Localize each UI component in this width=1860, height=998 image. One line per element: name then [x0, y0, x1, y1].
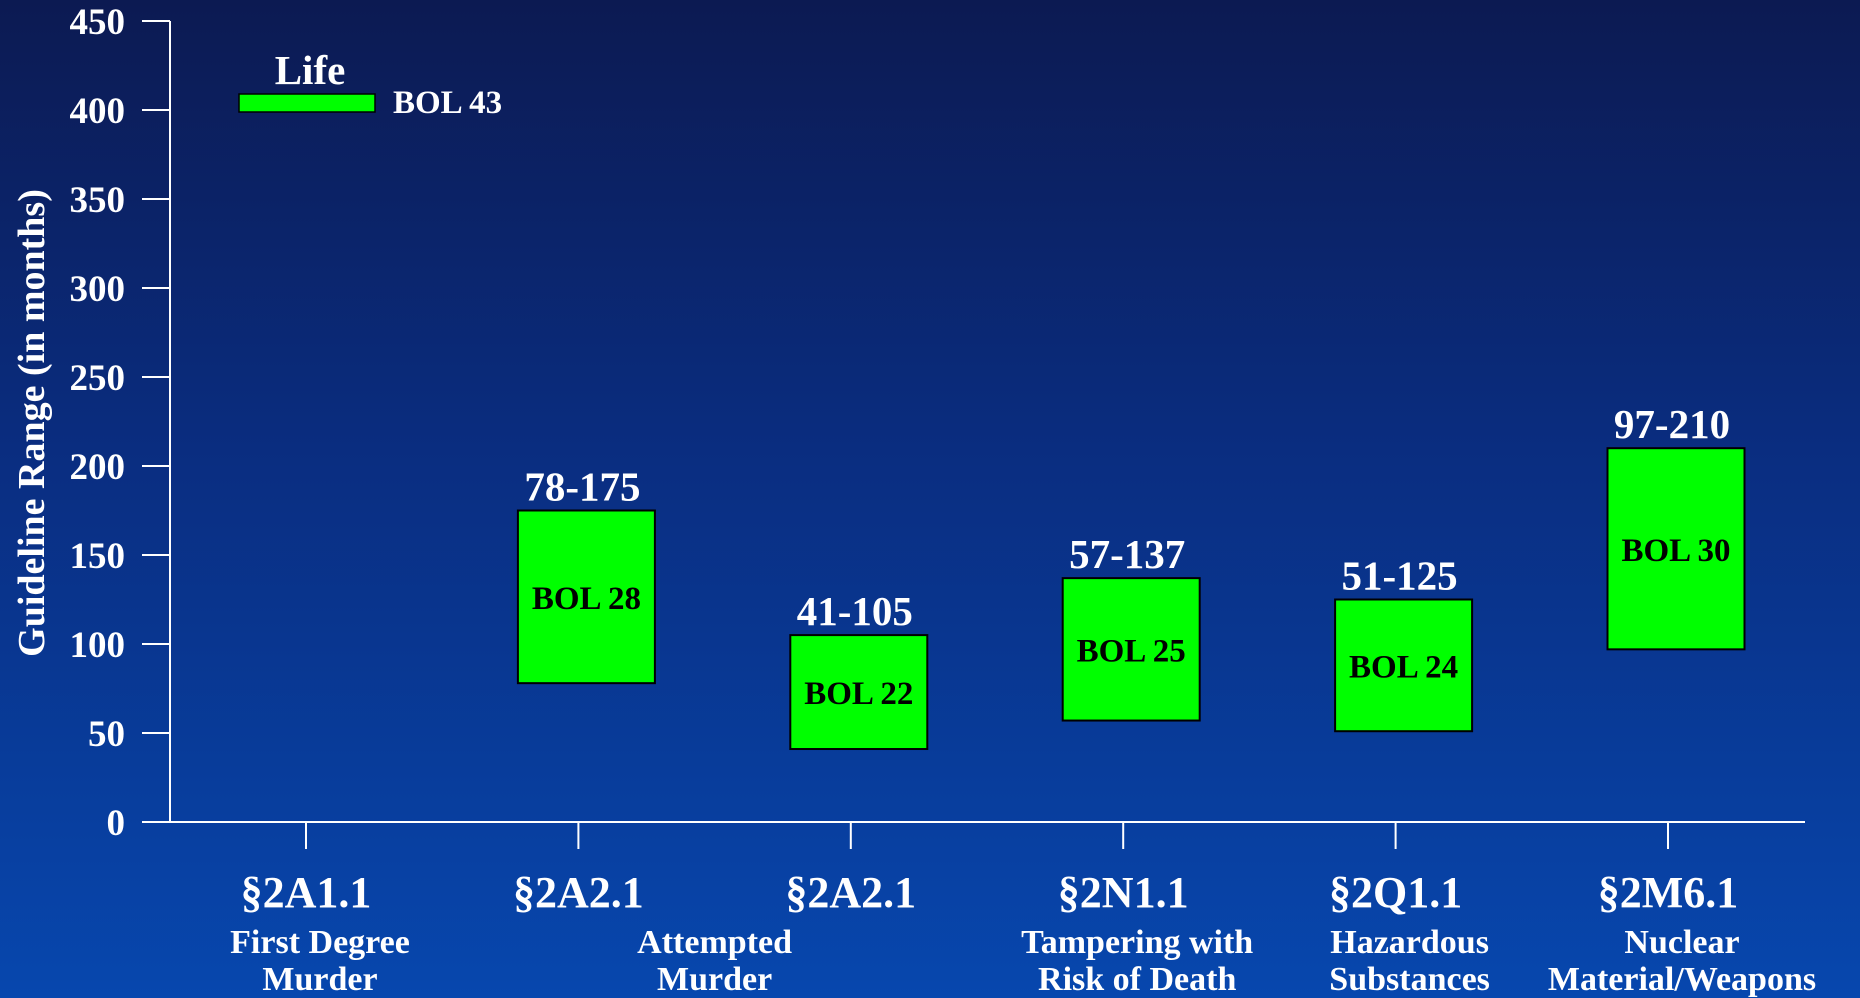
category-description-label: Attempted [637, 924, 792, 961]
y-tick-label: 450 [70, 2, 126, 43]
y-tick-label: 350 [70, 180, 126, 221]
y-tick-label: 400 [70, 91, 126, 132]
range-bar [1334, 598, 1474, 733]
y-tick-label: 200 [70, 447, 126, 488]
legend-swatch [238, 93, 376, 113]
category-description-label: Tampering with [1021, 924, 1253, 961]
category-description-label: Nuclear [1624, 924, 1739, 961]
y-axis-label: Guideline Range (in months) [11, 189, 53, 657]
range-value-label: 57-137 [1069, 531, 1185, 577]
range-bar [789, 634, 929, 751]
category-code-label: §2M6.1 [1598, 868, 1739, 917]
y-tick-label: 0 [107, 803, 126, 844]
y-axis-ticks: 0 50 100 150 200 250 300 350 400 450 [70, 2, 170, 844]
category-code-label: §2A1.1 [241, 868, 372, 917]
legend: Life BOL 43 [238, 47, 502, 121]
x-axis-categories: §2A1.1 §2A2.1 §2A2.1 §2N1.1 §2Q1.1 §2M6.1 Firs… [230, 822, 1816, 998]
range-value-label: 97-210 [1614, 401, 1730, 447]
y-tick-label: 250 [70, 358, 126, 399]
bol-label: BOL 28 [532, 581, 641, 617]
legend-title: Life [275, 47, 346, 93]
range-value-label: 41-105 [797, 588, 913, 634]
y-tick-label: 300 [70, 269, 126, 310]
category-code-label: §2N1.1 [1058, 868, 1189, 917]
bol-label: BOL 22 [804, 676, 913, 712]
category-description-label: First Degree [230, 924, 410, 961]
bol-label: BOL 24 [1349, 649, 1458, 685]
category-description-label: Hazardous [1330, 924, 1489, 961]
y-tick-label: 150 [70, 536, 126, 577]
category-code-label: §2Q1.1 [1329, 868, 1462, 917]
range-bar [1606, 447, 1746, 651]
category-description-label: Substances [1329, 961, 1490, 998]
axes [169, 21, 1805, 823]
range-value-label: 78-175 [524, 464, 640, 510]
y-tick-label: 100 [70, 625, 126, 666]
y-tick-label: 50 [88, 714, 125, 755]
category-code-label: §2A2.1 [513, 868, 644, 917]
category-description-label: Murder [657, 961, 772, 998]
range-value-label: 51-125 [1342, 553, 1458, 599]
legend-bol-label: BOL 43 [393, 85, 502, 121]
bol-label: BOL 25 [1077, 633, 1186, 669]
range-bar [1061, 577, 1201, 722]
range-bar [516, 509, 656, 685]
range-bars: 78-175 BOL 28 41-105 BOL 22 57-137 BOL 25 51-1… [516, 401, 1746, 751]
category-description-label: Material/Weapons [1548, 961, 1816, 998]
bol-label: BOL 30 [1621, 533, 1730, 569]
category-code-label: §2A2.1 [785, 868, 916, 917]
category-description-label: Risk of Death [1038, 961, 1236, 998]
category-description-label: Murder [262, 961, 377, 998]
